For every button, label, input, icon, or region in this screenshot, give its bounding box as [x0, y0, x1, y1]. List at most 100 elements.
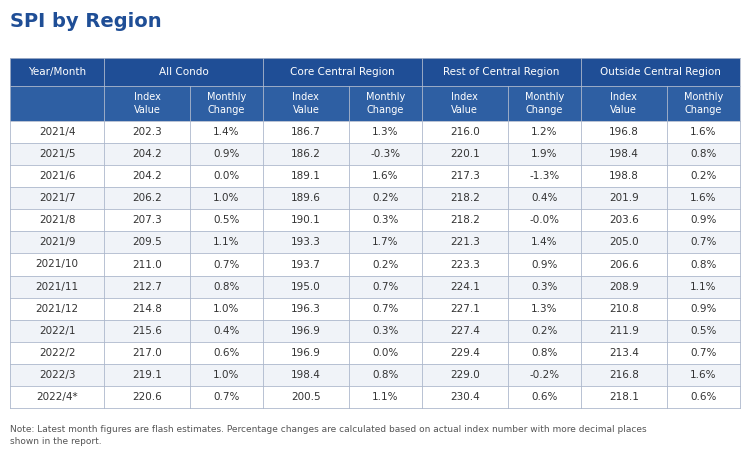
Text: Monthly
Change: Monthly Change [525, 92, 564, 115]
Text: 227.4: 227.4 [450, 326, 480, 336]
Text: 216.8: 216.8 [609, 370, 639, 380]
Text: 189.6: 189.6 [291, 193, 321, 203]
Text: 0.8%: 0.8% [372, 370, 398, 380]
Text: 208.9: 208.9 [609, 282, 639, 292]
Bar [422, 386, 508, 408]
Text: Core Central Region: Core Central Region [290, 67, 395, 77]
Text: Rest of Central Region: Rest of Central Region [443, 67, 560, 77]
Bar [263, 364, 349, 386]
Text: 1.0%: 1.0% [213, 193, 240, 203]
Text: -0.0%: -0.0% [530, 215, 560, 225]
Bar [104, 187, 190, 210]
Text: 2021/8: 2021/8 [39, 215, 75, 225]
Text: 0.9%: 0.9% [690, 215, 716, 225]
Text: -1.3%: -1.3% [530, 171, 560, 181]
Text: 196.3: 196.3 [291, 304, 321, 314]
Bar [349, 165, 422, 187]
Text: 0.7%: 0.7% [690, 237, 716, 247]
Text: 1.1%: 1.1% [213, 237, 240, 247]
Bar [422, 254, 508, 275]
Text: 0.6%: 0.6% [531, 392, 557, 402]
Text: 1.0%: 1.0% [213, 370, 240, 380]
Bar [422, 210, 508, 231]
Bar [104, 298, 190, 319]
Text: 216.0: 216.0 [450, 127, 480, 137]
Bar [104, 342, 190, 364]
Text: 0.8%: 0.8% [690, 149, 716, 159]
Bar [190, 319, 263, 342]
Text: 186.2: 186.2 [291, 149, 321, 159]
Bar [581, 254, 667, 275]
Bar [581, 58, 740, 86]
Text: 2021/5: 2021/5 [39, 149, 75, 159]
Text: -0.3%: -0.3% [370, 149, 400, 159]
Bar [10, 254, 104, 275]
Bar [667, 143, 740, 165]
Text: 1.6%: 1.6% [690, 127, 716, 137]
Bar [667, 275, 740, 298]
Text: 202.3: 202.3 [132, 127, 162, 137]
Bar [263, 275, 349, 298]
Bar [422, 58, 581, 86]
Bar [508, 210, 581, 231]
Text: 0.3%: 0.3% [372, 326, 398, 336]
Bar [10, 86, 104, 121]
Bar [422, 143, 508, 165]
Text: 189.1: 189.1 [291, 171, 321, 181]
Bar [581, 143, 667, 165]
Bar [10, 364, 104, 386]
Text: 0.0%: 0.0% [213, 171, 239, 181]
Text: 1.3%: 1.3% [531, 304, 557, 314]
Text: Monthly
Change: Monthly Change [684, 92, 723, 115]
Text: 0.2%: 0.2% [690, 171, 716, 181]
Text: 218.2: 218.2 [450, 193, 480, 203]
Text: 214.8: 214.8 [132, 304, 162, 314]
Bar [104, 165, 190, 187]
Bar [581, 386, 667, 408]
Text: 204.2: 204.2 [132, 149, 162, 159]
Bar [667, 86, 740, 121]
Text: 1.0%: 1.0% [213, 304, 240, 314]
Text: 0.9%: 0.9% [213, 149, 240, 159]
Bar [667, 342, 740, 364]
Text: -0.2%: -0.2% [530, 370, 560, 380]
Bar [349, 210, 422, 231]
Text: 196.9: 196.9 [291, 326, 321, 336]
Text: 206.2: 206.2 [132, 193, 162, 203]
Text: 212.7: 212.7 [132, 282, 162, 292]
Text: 0.0%: 0.0% [372, 348, 398, 358]
Text: 2021/7: 2021/7 [39, 193, 75, 203]
Text: 2021/11: 2021/11 [35, 282, 79, 292]
Text: 230.4: 230.4 [450, 392, 480, 402]
Bar [349, 187, 422, 210]
Text: 211.0: 211.0 [132, 259, 162, 270]
Text: 209.5: 209.5 [132, 237, 162, 247]
Bar [581, 210, 667, 231]
Text: 193.3: 193.3 [291, 237, 321, 247]
Text: 2022/2: 2022/2 [39, 348, 75, 358]
Bar [581, 231, 667, 254]
Text: 0.2%: 0.2% [531, 326, 557, 336]
Bar [349, 143, 422, 165]
Bar [263, 254, 349, 275]
Bar [263, 187, 349, 210]
Bar [581, 342, 667, 364]
Bar [190, 231, 263, 254]
Bar [349, 386, 422, 408]
Text: Outside Central Region: Outside Central Region [600, 67, 721, 77]
Bar [581, 275, 667, 298]
Text: 213.4: 213.4 [609, 348, 639, 358]
Bar [508, 364, 581, 386]
Bar [104, 231, 190, 254]
Text: 0.2%: 0.2% [372, 193, 398, 203]
Text: 203.6: 203.6 [609, 215, 639, 225]
Bar [581, 165, 667, 187]
Bar [263, 86, 349, 121]
Text: 0.2%: 0.2% [372, 259, 398, 270]
Text: 0.3%: 0.3% [531, 282, 557, 292]
Bar [263, 319, 349, 342]
Text: 1.9%: 1.9% [531, 149, 557, 159]
Text: 1.4%: 1.4% [213, 127, 240, 137]
Bar [10, 121, 104, 143]
Text: 0.4%: 0.4% [213, 326, 240, 336]
